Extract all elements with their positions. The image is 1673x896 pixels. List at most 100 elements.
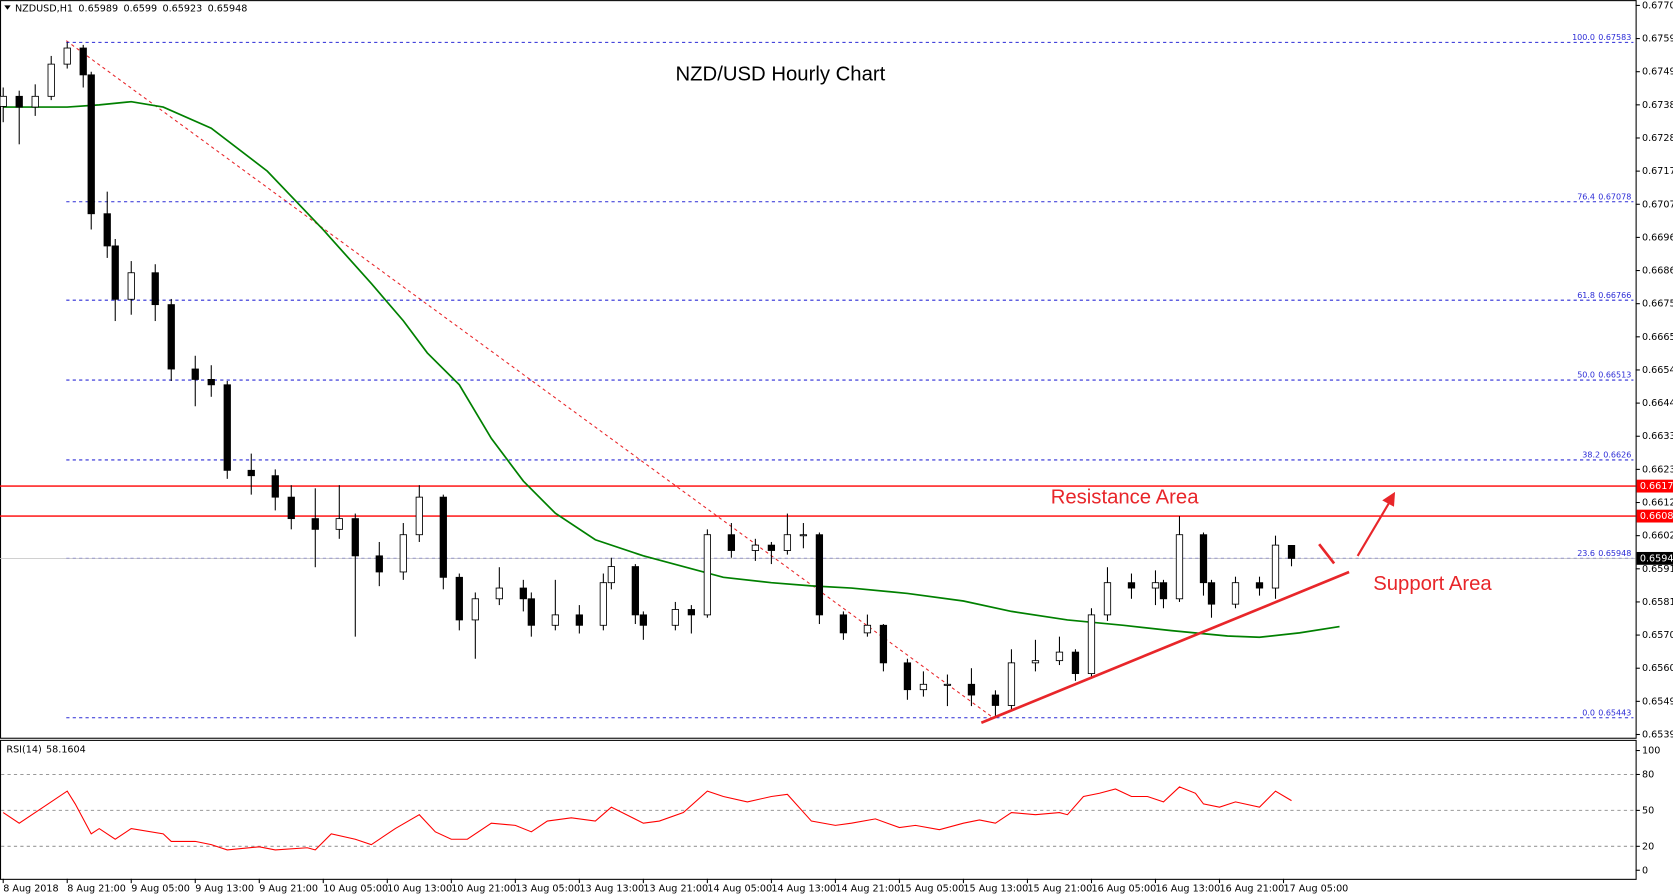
x-tick-label: 14 Aug 05:00 (707, 883, 772, 894)
x-tick-label: 17 Aug 05:00 (1284, 883, 1349, 894)
x-tick-label: 8 Aug 21:00 (67, 883, 126, 894)
candle-body (127, 272, 135, 300)
candle-body (191, 368, 199, 380)
candle-body (863, 624, 872, 634)
arrow-head (1382, 491, 1396, 507)
header-value: 0.6599 (124, 4, 158, 15)
fib-level-value: 0.6626 (1603, 450, 1631, 459)
y-tick-label: 0.65495 (1642, 696, 1673, 707)
header-value: 0.65989 (78, 4, 118, 15)
candle-body (1151, 582, 1160, 589)
candle-body (63, 47, 71, 65)
price-box-label: 0.66177 (1640, 481, 1673, 492)
y-tick-label: 0.65915 (1642, 564, 1673, 575)
candle-body (495, 587, 503, 600)
candle-body (271, 475, 279, 498)
y-tick-label: 0.67280 (1642, 133, 1673, 144)
candle-body (727, 534, 736, 551)
candle-body (1255, 582, 1264, 589)
candle-body (599, 582, 607, 626)
current-price-label: 0.65948 (1640, 553, 1673, 564)
candle-body (1087, 614, 1096, 675)
y-tick-label: 0.67595 (1642, 34, 1673, 45)
candle-body (575, 614, 583, 626)
candle-body (79, 47, 87, 76)
x-tick-label: 10 Aug 13:00 (387, 883, 452, 894)
candle-body (207, 379, 215, 386)
candle-body (991, 694, 1000, 706)
candle-body (1271, 544, 1280, 589)
x-tick-label: 15 Aug 13:00 (963, 883, 1028, 894)
fib-label: 61.8 0.66766 (1577, 290, 1631, 299)
header-value: 0.65948 (208, 4, 248, 15)
pullback-stroke (1318, 543, 1336, 565)
candle-body (1103, 582, 1112, 616)
y-tick-label: 0.66020 (1642, 531, 1673, 542)
y-tick-label: 0.66230 (1642, 464, 1673, 475)
price-box (1636, 479, 1673, 493)
fib-level-value: 0.66513 (1598, 370, 1631, 379)
x-tick-label: 9 Aug 13:00 (195, 883, 254, 894)
candle-body (1127, 582, 1136, 589)
fib-level-value: 0.67078 (1598, 192, 1631, 201)
candle-body (0, 95, 7, 107)
candle-body (767, 544, 776, 551)
candle-body (415, 496, 423, 536)
y-tick-label: 0.66755 (1642, 299, 1673, 310)
y-tick-label: 0 (1642, 865, 1648, 876)
x-tick-label: 13 Aug 05:00 (515, 883, 580, 894)
arrow-shaft (1356, 497, 1393, 557)
support-trend-line (980, 570, 1350, 724)
candle-body (815, 534, 824, 616)
x-tick-label: 8 Aug 2018 (3, 883, 58, 894)
symbol: NZDUSD,H1 (15, 4, 73, 15)
candle-body (471, 598, 479, 621)
candle-body (1055, 651, 1064, 662)
header-icon (4, 5, 11, 10)
fib-level-value: 0.67583 (1598, 33, 1631, 42)
candle-body (879, 624, 888, 664)
moving-average (3, 100, 1340, 639)
y-tick-label: 0.66545 (1642, 365, 1673, 376)
candle-body (703, 534, 712, 616)
fib-label: 0.0 0.65443 (1582, 708, 1631, 717)
candle-body (967, 683, 976, 696)
candle-body (15, 95, 23, 108)
rsi-name: RSI(14) (6, 744, 41, 755)
candle-body (1007, 662, 1016, 706)
candle-body (351, 518, 359, 557)
price-box-label: 0.66082 (1640, 511, 1673, 522)
x-tick-label: 14 Aug 13:00 (771, 883, 836, 894)
candle-body (31, 95, 39, 108)
fib-level-name: 50.0 (1577, 370, 1595, 379)
y-tick-label: 0.66860 (1642, 266, 1673, 277)
candle-body (247, 469, 255, 477)
candle-body (839, 614, 848, 634)
y-tick-label: 0.67070 (1642, 199, 1673, 210)
candle-body (519, 587, 527, 600)
rsi-label: RSI(14) 58.1604 (6, 744, 85, 755)
candle-body (439, 496, 447, 578)
y-tick-label: 0.67175 (1642, 166, 1673, 177)
candle-body (1175, 534, 1184, 600)
fib-level-name: 0.0 (1582, 708, 1595, 717)
candle-body (103, 213, 111, 247)
x-tick-label: 15 Aug 05:00 (899, 883, 964, 894)
candle-body (287, 496, 295, 520)
x-tick-label: 14 Aug 21:00 (835, 883, 900, 894)
candle-body (943, 683, 952, 686)
y-tick-label: 0.67700 (1642, 0, 1673, 11)
candle-body (919, 683, 928, 691)
candle-body (311, 518, 319, 530)
candle-body (783, 534, 792, 551)
fib-level-name: 61.8 (1577, 290, 1595, 299)
candle-body (151, 272, 159, 306)
candle-body (527, 598, 535, 626)
annotation: Resistance Area (1051, 487, 1200, 509)
candle-body (47, 63, 55, 97)
fib-level-name: 76.4 (1577, 192, 1595, 201)
candle-body (751, 544, 760, 551)
annotation: Support Area (1373, 573, 1492, 595)
